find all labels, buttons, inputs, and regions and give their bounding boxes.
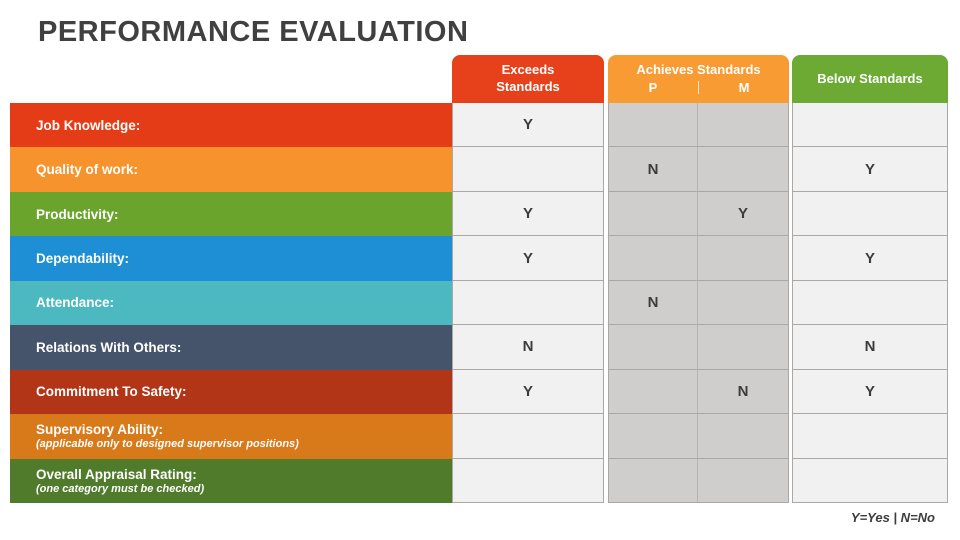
pm-divider (698, 81, 699, 95)
header-spacer (10, 55, 452, 103)
cell-below (792, 414, 948, 459)
cell-p (608, 414, 698, 459)
row-label: Commitment To Safety: (10, 369, 452, 415)
cell-exceeds (452, 280, 604, 326)
column-header-below-label: Below Standards (817, 70, 923, 86)
cell-m: Y (698, 191, 789, 237)
cell-p (608, 369, 698, 415)
row-label: Productivity: (10, 191, 452, 237)
cell-below: Y (792, 369, 948, 415)
cell-exceeds (452, 147, 604, 192)
table-row-relations-with-others: Relations With Others: N N (10, 325, 948, 370)
cell-m (698, 147, 789, 192)
cell-m (698, 325, 789, 370)
cell-below (792, 458, 948, 503)
table-row-commitment-to-safety: Commitment To Safety: Y N Y (10, 369, 948, 415)
cell-m: N (698, 369, 789, 415)
cell-exceeds: N (452, 325, 604, 370)
row-label: Dependability: (10, 236, 452, 281)
legend-note: Y=Yes | N=No (850, 510, 935, 525)
cell-m (698, 236, 789, 281)
cell-exceeds: Y (452, 236, 604, 281)
cell-p (608, 236, 698, 281)
cell-below: Y (792, 236, 948, 281)
column-header-below: Below Standards (792, 55, 948, 103)
row-label-text: Overall Appraisal Rating: (36, 466, 197, 482)
row-label: Quality of work: (10, 147, 452, 192)
row-label: Supervisory Ability: (applicable only to… (10, 414, 452, 459)
cell-exceeds (452, 414, 604, 459)
column-header-achieves-label: Achieves Standards (636, 61, 761, 77)
row-label: Relations With Others: (10, 325, 452, 370)
cell-exceeds: Y (452, 191, 604, 237)
row-label-text: Supervisory Ability: (36, 422, 164, 438)
cell-p (608, 191, 698, 237)
cell-p (608, 103, 698, 148)
table-row-attendance: Attendance: N (10, 280, 948, 326)
cell-p (608, 458, 698, 503)
row-label-text: Job Knowledge: (36, 117, 141, 133)
cell-exceeds: Y (452, 103, 604, 148)
table-header: Exceeds Standards Achieves Standards P M… (10, 55, 948, 103)
row-label-text: Relations With Others: (36, 339, 182, 355)
row-label: Overall Appraisal Rating: (one category … (10, 458, 452, 503)
cell-p (608, 325, 698, 370)
cell-m (698, 280, 789, 326)
cell-m (698, 103, 789, 148)
table-row-dependability: Dependability: Y Y (10, 236, 948, 281)
cell-exceeds (452, 458, 604, 503)
subcolumn-p-label: P (648, 79, 658, 95)
row-label-subtext: (one category must be checked) (36, 482, 205, 495)
row-label: Job Knowledge: (10, 103, 452, 148)
column-header-exceeds: Exceeds Standards (452, 55, 604, 103)
column-header-exceeds-label: Exceeds Standards (496, 62, 560, 94)
cell-exceeds: Y (452, 369, 604, 415)
row-label-text: Commitment To Safety: (36, 384, 187, 400)
table-row-overall-appraisal-rating: Overall Appraisal Rating: (one category … (10, 458, 948, 503)
evaluation-table: Exceeds Standards Achieves Standards P M… (10, 55, 948, 503)
cell-m (698, 414, 789, 459)
row-label-text: Quality of work: (36, 162, 139, 178)
cell-p: N (608, 280, 698, 326)
table-row-quality-of-work: Quality of work: N Y (10, 147, 948, 192)
column-header-achieves: Achieves Standards P M (608, 55, 789, 103)
cell-below (792, 103, 948, 148)
row-label-text: Dependability: (36, 251, 130, 267)
row-label-subtext: (applicable only to designed supervisor … (36, 438, 299, 451)
cell-m (698, 458, 789, 503)
cell-below: Y (792, 147, 948, 192)
cell-below (792, 280, 948, 326)
page-title: PERFORMANCE EVALUATION (38, 16, 469, 48)
table-row-job-knowledge: Job Knowledge: Y (10, 103, 948, 148)
row-label: Attendance: (10, 280, 452, 326)
table-row-supervisory-ability: Supervisory Ability: (applicable only to… (10, 414, 948, 459)
table-row-productivity: Productivity: Y Y (10, 191, 948, 237)
subcolumn-m-label: M (738, 79, 750, 95)
row-label-text: Attendance: (36, 295, 115, 311)
row-label-text: Productivity: (36, 206, 119, 222)
pm-subheader: P M (608, 80, 789, 97)
cell-below (792, 191, 948, 237)
cell-p: N (608, 147, 698, 192)
cell-below: N (792, 325, 948, 370)
